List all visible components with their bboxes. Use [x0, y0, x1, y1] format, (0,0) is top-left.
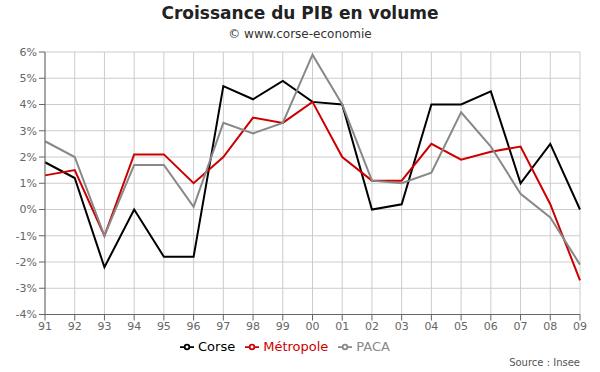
svg-text:06: 06 [484, 320, 498, 333]
svg-text:-3%: -3% [16, 282, 37, 295]
svg-text:97: 97 [216, 320, 230, 333]
svg-text:-1%: -1% [16, 230, 37, 243]
svg-text:94: 94 [127, 320, 141, 333]
svg-text:92: 92 [68, 320, 82, 333]
svg-text:05: 05 [454, 320, 468, 333]
html-text:PACA: PACA [356, 338, 390, 354]
svg-text:96: 96 [187, 320, 201, 333]
svg-text:08: 08 [543, 320, 557, 333]
svg-text:99: 99 [276, 320, 290, 333]
svg-text:01: 01 [335, 320, 349, 333]
svg-text:98: 98 [246, 320, 260, 333]
svg-text:-2%: -2% [16, 256, 37, 269]
html-text:© www.corse-economie: © www.corse-economie [228, 27, 372, 41]
svg-text:3%: 3% [20, 125, 37, 138]
svg-text:4%: 4% [20, 98, 37, 111]
svg-text:02: 02 [365, 320, 379, 333]
svg-text:95: 95 [157, 320, 171, 333]
svg-text:04: 04 [424, 320, 438, 333]
svg-text:93: 93 [97, 320, 111, 333]
svg-text:2%: 2% [20, 151, 37, 164]
svg-text:5%: 5% [20, 72, 37, 85]
svg-text:-4%: -4% [16, 308, 37, 321]
svg-text:1%: 1% [20, 177, 37, 190]
svg-text:09: 09 [573, 320, 587, 333]
svg-text:00: 00 [306, 320, 320, 333]
svg-text:6%: 6% [20, 46, 37, 59]
svg-text:91: 91 [38, 320, 52, 333]
html-text:Croissance du PIB en volume: Croissance du PIB en volume [161, 3, 439, 23]
html-text:Corse: Corse [198, 338, 236, 354]
svg-text:07: 07 [514, 320, 528, 333]
svg-text:03: 03 [395, 320, 409, 333]
html-text:Métropole: Métropole [263, 338, 329, 354]
html-text:Source : Insee: Source : Insee [509, 357, 580, 368]
svg-text:0%: 0% [20, 203, 37, 216]
